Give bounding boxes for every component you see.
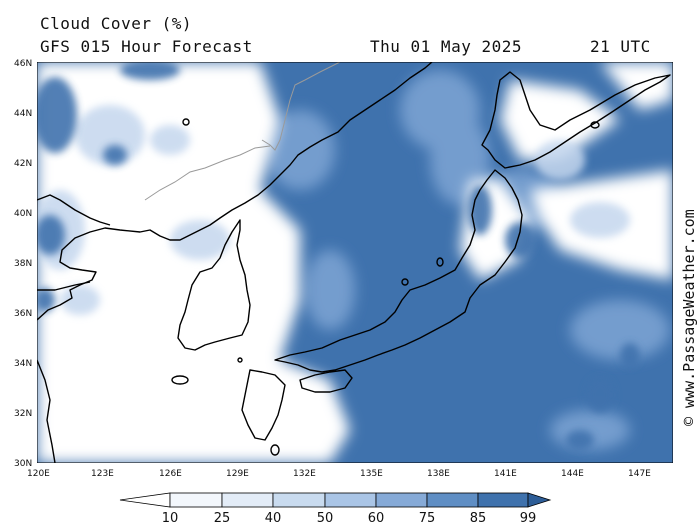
colorbar-swatch [221, 492, 274, 508]
colorbar-tick-label: 85 [470, 511, 487, 525]
colorbar-tick-label: 99 [520, 511, 537, 525]
colorbar-swatch [426, 492, 479, 508]
colorbar-min-arrow [119, 492, 171, 508]
chart-title: Cloud Cover (%) [40, 14, 192, 33]
lat-label: 36N [14, 309, 32, 319]
colorbar-tick-label: 50 [317, 511, 334, 525]
lat-label: 40N [14, 209, 32, 219]
coastlines [37, 62, 671, 463]
lon-label: 126E [159, 469, 182, 479]
colorbar-swatch [169, 492, 223, 508]
lat-label: 34N [14, 359, 32, 369]
colorbar-swatch [477, 492, 529, 508]
lat-label: 42N [14, 159, 32, 169]
credit-text: © www.PassageWeather.com [680, 209, 698, 426]
lon-label: 141E [494, 469, 517, 479]
colorbar-swatch [272, 492, 326, 508]
lon-label: 138E [427, 469, 450, 479]
forecast-time: 21 UTC [590, 37, 651, 56]
colorbar-max-arrow [527, 492, 552, 508]
lat-label: 30N [14, 459, 32, 469]
lon-label: 123E [91, 469, 114, 479]
forecast-label: GFS 015 Hour Forecast [40, 37, 253, 56]
colorbar-tick-label: 60 [368, 511, 385, 525]
colorbar: 10 25 40 50 60 75 85 99 [119, 492, 552, 525]
colorbar-tick-label: 40 [265, 511, 282, 525]
colorbar-tick-label: 25 [214, 511, 231, 525]
latitude-axis: 46N 44N 42N 40N 38N 36N 34N 32N 30N [14, 59, 32, 469]
lat-label: 32N [14, 409, 32, 419]
lon-label: 135E [360, 469, 383, 479]
longitude-axis: 120E 123E 126E 129E 132E 135E 138E 141E … [27, 469, 651, 479]
colorbar-tick-label: 75 [419, 511, 436, 525]
colorbar-swatch [324, 492, 377, 508]
lon-label: 132E [293, 469, 316, 479]
cloud-field [37, 62, 673, 463]
lat-label: 44N [14, 109, 32, 119]
colorbar-tick-label: 10 [162, 511, 179, 525]
lon-label: 129E [226, 469, 249, 479]
colorbar-swatch [375, 492, 428, 508]
country-borders [144, 62, 341, 201]
lat-label: 46N [14, 59, 32, 69]
lon-label: 147E [628, 469, 651, 479]
lon-label: 120E [27, 469, 50, 479]
lon-label: 144E [561, 469, 584, 479]
lat-label: 38N [14, 259, 32, 269]
forecast-date: Thu 01 May 2025 [370, 37, 522, 56]
